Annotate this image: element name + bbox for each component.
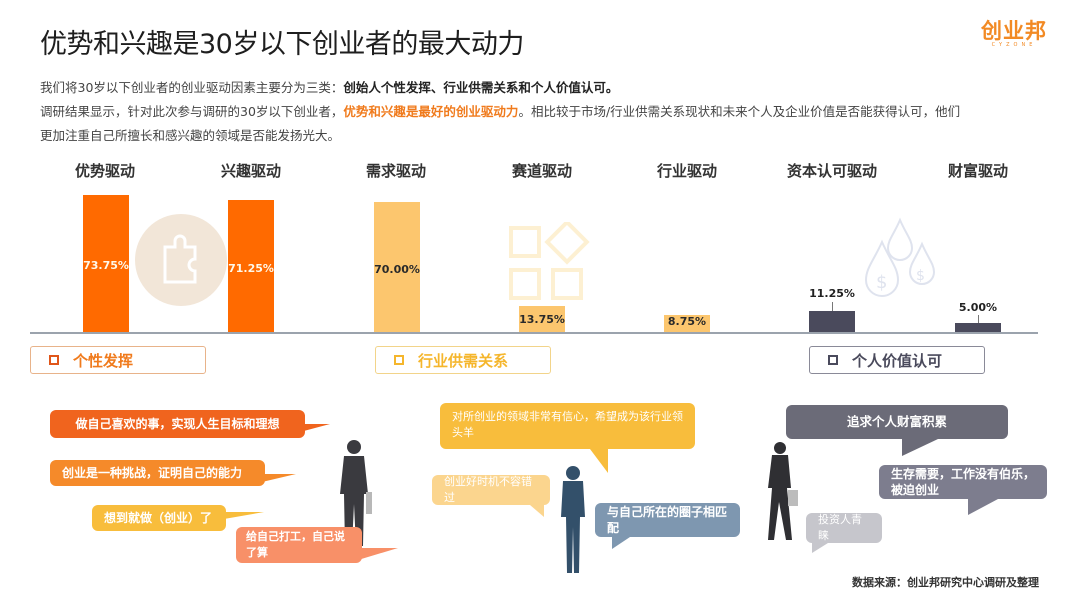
category-label: 兴趣驱动 [220,162,281,180]
brand-logo: 创业邦 CYZONE [978,20,1050,48]
bubble-tail [612,537,630,549]
bar-youshi [83,195,129,332]
logo-text: 创业邦 [981,19,1047,43]
speech-bubble: 与自己所在的圈子相匹配 [595,503,740,537]
category-label: 赛道驱动 [511,162,572,180]
speech-bubble: 想到就做（创业）了 [92,505,226,531]
bubble-text: 创业是一种挑战，证明自己的能力 [62,466,243,480]
category-label: 行业驱动 [656,162,717,180]
page-title: 优势和兴趣是30岁以下创业者的最大动力 [40,29,524,60]
speech-bubble: 生存需要，工作没有伯乐，被迫创业 [879,465,1047,499]
bubble-text: 做自己喜欢的事，实现人生目标和理想 [75,417,280,431]
bubble-tail [812,543,828,553]
bar-value: 11.25% [809,287,855,300]
logo-subtext: CYZONE [991,42,1037,48]
walking-businessman-icon [768,442,798,540]
bubble-tail [262,474,296,482]
leader-line [978,315,979,323]
money-drops-icon: $ $ [864,217,936,297]
bar-value: 5.00% [958,301,998,314]
category-label: 优势驱动 [74,162,135,180]
speech-bubble: 创业好时机不容错过 [432,475,550,505]
bubble-tail [968,499,998,515]
intro-highlight: 优势和兴趣是最好的创业驱动力 [343,104,519,119]
bubble-tail [300,424,330,432]
category-label: 需求驱动 [365,162,426,180]
intro-line2-text: 调研结果显示，针对此次参与调研的30岁以下创业者， [40,104,344,119]
square-icon [394,355,404,365]
speech-bubble: 追求个人财富积累 [786,405,1008,439]
bar-value: 71.25% [228,262,274,275]
intro-paragraph: 我们将30岁以下创业者的创业驱动因素主要分为三类：创始人个性发挥、行业供需关系和… [40,76,1050,148]
bar-value: 73.75% [83,259,129,272]
bar-caifu [955,323,1001,332]
svg-text:$: $ [876,272,887,293]
bubble-text: 给自己打工，自己说了算 [246,530,345,559]
bubble-text: 对所创业的领域非常有信心，希望成为该行业领头羊 [452,410,683,439]
category-label: 资本认可驱动 [786,162,877,180]
bubble-tail [530,505,544,517]
svg-text:$: $ [916,268,925,284]
bar-value: 13.75% [519,313,565,326]
intro-line3: 更加注重自己所擅长和感兴趣的领域是否能发扬光大。 [40,128,341,143]
puzzle-icon-bg [135,214,227,306]
group-label: 行业供需关系 [418,351,509,370]
bar-xuqiu [374,202,420,332]
bubble-text: 想到就做（创业）了 [104,511,213,525]
businessman-icon [340,440,372,546]
bar-saidao [519,306,565,332]
bar-value: 8.75% [667,315,707,328]
puzzle-icon [163,234,197,284]
bubble-text: 追求个人财富积累 [846,414,947,429]
speech-bubble: 创业是一种挑战，证明自己的能力 [50,460,265,486]
bubble-text: 投资人青睐 [818,513,862,542]
bubble-tail [902,439,938,456]
speech-bubble: 做自己喜欢的事，实现人生目标和理想 [50,410,305,438]
group-value: 个人价值认可 [809,346,985,374]
bar-ziben [809,311,855,332]
square-icon [49,355,59,365]
speech-bubble: 给自己打工，自己说了算 [236,527,362,563]
bubble-text: 生存需要，工作没有伯乐，被迫创业 [891,467,1036,497]
leader-line [832,302,833,311]
speech-bubble: 投资人青睐 [806,513,882,543]
bubble-text: 创业好时机不容错过 [444,475,532,504]
bubble-text: 与自己所在的圈子相匹配 [607,505,728,535]
speech-bubble: 对所创业的领域非常有信心，希望成为该行业领头羊 [440,403,695,449]
bubble-tail [224,512,264,519]
x-axis [30,332,1038,334]
bar-xingqu [228,200,274,332]
bubble-tail [590,449,608,473]
businesswoman-icon [561,466,585,573]
group-label: 个人价值认可 [852,351,943,370]
bar-hangye [664,315,710,332]
intro-line1-text: 我们将30岁以下创业者的创业驱动因素主要分为三类： [40,80,344,95]
grid-shapes-icon [509,222,590,300]
group-personality: 个性发挥 [30,346,206,374]
square-icon [828,355,838,365]
data-source: 数据来源：创业邦研究中心调研及整理 [852,576,1039,589]
bar-value: 70.00% [374,263,420,276]
group-label: 个性发挥 [73,351,134,370]
group-industry: 行业供需关系 [375,346,551,374]
bubble-tail [358,548,398,560]
intro-line1-bold: 创始人个性发挥、行业供需关系和个人价值认可。 [343,80,619,95]
category-label: 财富驱动 [947,162,1008,180]
intro-line2-rest: 。相比较于市场/行业供需关系现状和未来个人及企业价值是否能获得认可，他们 [518,104,961,119]
